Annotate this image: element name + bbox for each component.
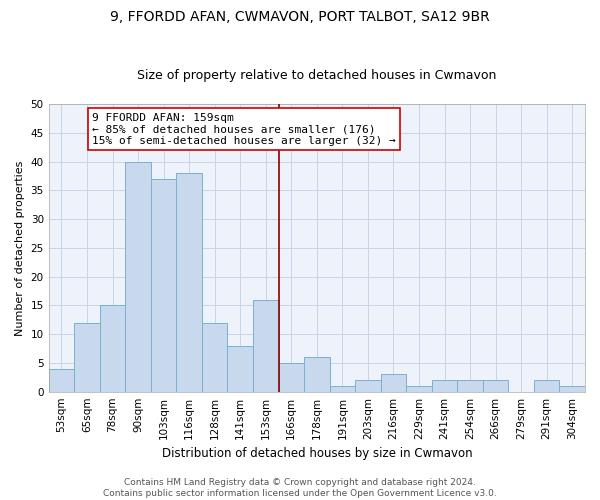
Bar <box>253 300 278 392</box>
X-axis label: Distribution of detached houses by size in Cwmavon: Distribution of detached houses by size … <box>161 447 472 460</box>
Bar <box>329 386 355 392</box>
Bar <box>100 306 125 392</box>
Bar <box>483 380 508 392</box>
Bar <box>304 357 329 392</box>
Bar <box>406 386 432 392</box>
Bar <box>202 322 227 392</box>
Bar <box>49 368 74 392</box>
Bar <box>278 363 304 392</box>
Bar <box>151 179 176 392</box>
Y-axis label: Number of detached properties: Number of detached properties <box>15 160 25 336</box>
Bar <box>432 380 457 392</box>
Bar <box>74 322 100 392</box>
Title: Size of property relative to detached houses in Cwmavon: Size of property relative to detached ho… <box>137 69 497 82</box>
Bar <box>125 162 151 392</box>
Bar <box>534 380 559 392</box>
Text: 9, FFORDD AFAN, CWMAVON, PORT TALBOT, SA12 9BR: 9, FFORDD AFAN, CWMAVON, PORT TALBOT, SA… <box>110 10 490 24</box>
Bar <box>355 380 380 392</box>
Text: 9 FFORDD AFAN: 159sqm
← 85% of detached houses are smaller (176)
15% of semi-det: 9 FFORDD AFAN: 159sqm ← 85% of detached … <box>92 112 396 146</box>
Bar <box>380 374 406 392</box>
Bar <box>559 386 585 392</box>
Bar <box>176 173 202 392</box>
Text: Contains HM Land Registry data © Crown copyright and database right 2024.
Contai: Contains HM Land Registry data © Crown c… <box>103 478 497 498</box>
Bar <box>227 346 253 392</box>
Bar <box>457 380 483 392</box>
